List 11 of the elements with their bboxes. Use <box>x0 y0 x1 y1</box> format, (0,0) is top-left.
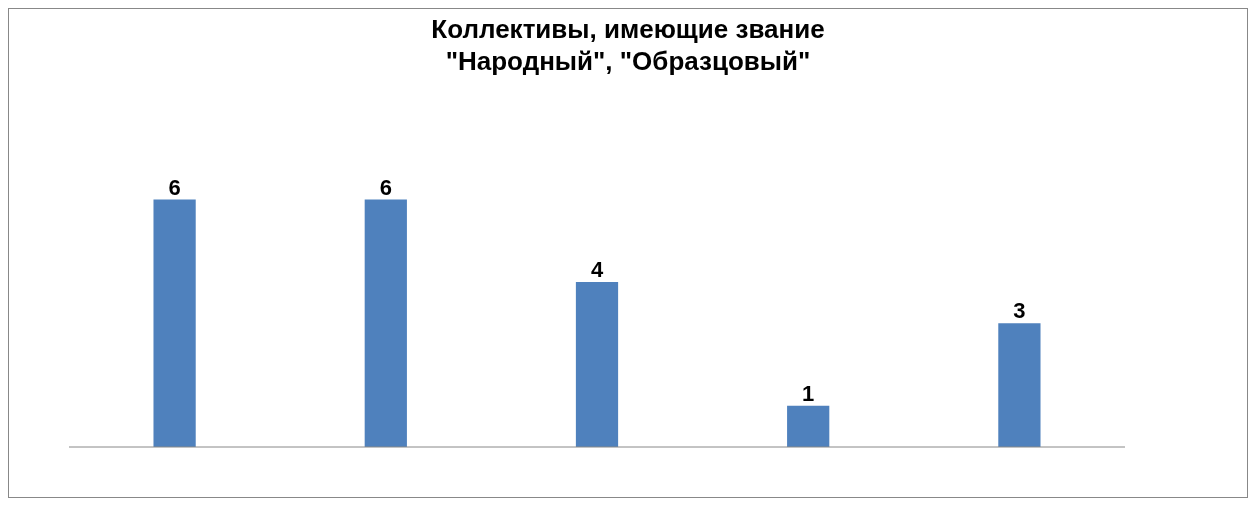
data-label: 4 <box>590 257 604 282</box>
data-label: 1 <box>802 380 815 406</box>
data-label: 3 <box>1013 298 1026 324</box>
chart-title: Коллективы, имеющие звание "Народный", "Образцовый" <box>430 13 826 77</box>
data-label: 6 <box>379 174 392 200</box>
bar <box>153 199 196 447</box>
bar <box>575 282 619 447</box>
bar <box>998 323 1041 447</box>
data-label: 6 <box>168 174 181 200</box>
bar <box>364 199 407 447</box>
bar <box>787 405 830 447</box>
